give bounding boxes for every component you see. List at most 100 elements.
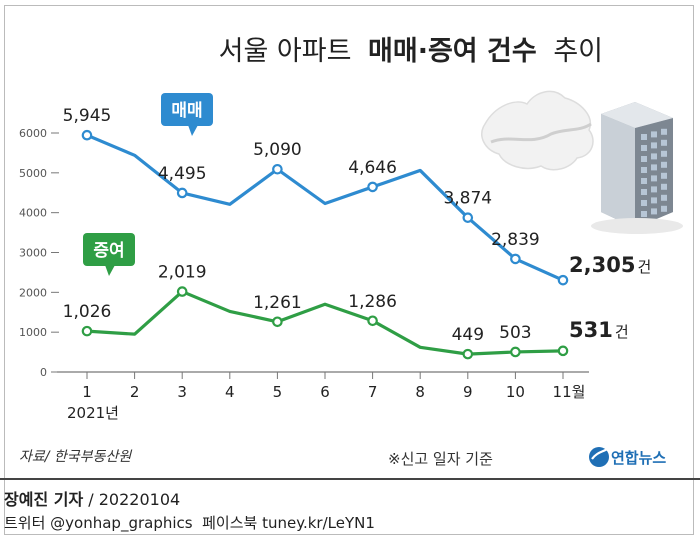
y-axis: 0 1000 2000 3000 4000 5000 6000: [19, 127, 59, 379]
series-layer: 5,945 4,495 5,090 4,646 3,874 2,839 2,305 건 1,02…: [63, 106, 651, 360]
data-label: 5,945: [63, 106, 112, 126]
building-window: [641, 211, 647, 217]
building-window: [651, 186, 657, 193]
legend-box-maemae: [161, 93, 213, 126]
y-tick-label: 4000: [19, 207, 47, 220]
data-point: [81, 325, 93, 337]
byline-divider: [0, 478, 700, 480]
y-tick-label: 2000: [19, 286, 47, 299]
x-tick-label: 8: [415, 383, 425, 401]
data-point: [557, 345, 569, 357]
x-tick-label: 3: [177, 383, 187, 401]
data-point: [176, 187, 188, 199]
building-window: [641, 189, 647, 195]
legend-callout-jeungyeo: 증여: [83, 233, 135, 276]
legend-pointer-maemae: [188, 125, 198, 136]
building-window: [661, 205, 667, 212]
source-text: 자료/ 한국부동산원: [19, 449, 132, 465]
building-window: [641, 178, 647, 184]
building-window: [661, 183, 667, 190]
data-label-unit: 건: [637, 258, 651, 276]
x-tick-label: 6: [320, 383, 330, 401]
data-label: 1,026: [63, 302, 112, 322]
data-point: [81, 129, 93, 141]
y-tick-label: 6000: [19, 127, 47, 140]
data-point: [510, 346, 521, 358]
social-links: 트위터 @yonhap_graphics 페이스북 tuney.kr/LeYN1: [4, 514, 375, 532]
building-window: [651, 153, 657, 160]
data-point: [272, 163, 283, 175]
data-point: [462, 348, 474, 360]
data-point: [557, 274, 569, 286]
data-label: 503: [499, 323, 531, 343]
legend-callout-maemae: 매매: [161, 93, 213, 136]
x-tick-label: 11월: [553, 383, 586, 401]
x-tick-label: 1: [82, 383, 92, 401]
x-tick-label: 9: [463, 383, 473, 401]
yonhap-logo-text: 연합뉴스: [611, 449, 666, 467]
building-window: [661, 139, 667, 146]
building-window: [651, 175, 657, 182]
data-label: 2,839: [491, 230, 540, 250]
x-axis: 1 2 3 4 5 6 7 8 9 10 11월: [82, 372, 585, 401]
building-window: [641, 145, 647, 151]
legend-label-jeungyeo: 증여: [93, 241, 124, 261]
y-tick-label: 5000: [19, 167, 47, 180]
data-point: [367, 181, 378, 193]
title-part-1: 서울 아파트: [219, 36, 352, 67]
title-part-2: 추이: [553, 36, 603, 67]
data-label: 4,646: [348, 158, 397, 178]
building-window: [641, 156, 647, 162]
data-label: 2,305 건: [569, 253, 651, 277]
legend-box-jeungyeo: [83, 233, 135, 266]
data-point: [272, 316, 283, 328]
x-tick-label: 4: [225, 383, 235, 401]
y-tick-label: 3000: [19, 247, 47, 260]
chart-title: 서울 아파트 매매·증여 건수 추이: [219, 36, 603, 67]
building-window: [661, 194, 667, 201]
building-window: [661, 161, 667, 168]
data-label: 2,019: [158, 263, 207, 283]
building-window: [651, 164, 657, 171]
building-window: [641, 134, 647, 140]
x-tick-label: 7: [368, 383, 378, 401]
legend-label-maemae: 매매: [171, 101, 202, 121]
data-label: 1,286: [348, 292, 397, 312]
apartment-building-icon: [591, 102, 683, 234]
byline-date: / 20220104: [83, 490, 181, 509]
data-point: [510, 253, 521, 265]
y-tick-label: 1000: [19, 326, 47, 339]
x-tick-label: 10: [506, 383, 525, 401]
data-point: [367, 315, 378, 327]
building-window: [651, 208, 657, 215]
building-window: [641, 167, 647, 173]
basis-note: ※신고 일자 기준: [388, 450, 493, 468]
data-point: [462, 212, 474, 223]
yonhap-logo-mark: [589, 447, 609, 467]
data-label: 449: [452, 325, 484, 345]
chart-svg: 서울 아파트 매매·증여 건수 추이 0 1000 2000 3000 4000 5000…: [19, 36, 683, 468]
byline: 장예진 기자 / 20220104: [4, 486, 180, 510]
building-window: [651, 197, 657, 204]
yonhap-logo: 연합뉴스: [589, 447, 666, 467]
series-line-0: [86, 133, 564, 282]
data-label: 1,261: [253, 293, 302, 313]
data-label: 3,874: [443, 189, 492, 209]
legend-pointer-jeungyeo: [105, 265, 115, 276]
building-window: [641, 200, 647, 206]
data-label-unit: 건: [615, 323, 629, 341]
building-window: [651, 131, 657, 138]
data-point: [176, 286, 188, 297]
data-label: 5,090: [253, 140, 302, 160]
building-window: [661, 172, 667, 179]
data-label: 531 건: [569, 318, 629, 342]
building-window: [661, 150, 667, 157]
title-part-bold: 매매·증여 건수: [368, 36, 537, 67]
series-line-1: [86, 289, 564, 356]
chart-frame: 서울 아파트 매매·증여 건수 추이 0 1000 2000 3000 4000 5000…: [4, 5, 694, 535]
x-axis-year-label: 2021년: [67, 404, 119, 422]
building-window: [661, 128, 667, 135]
x-tick-label: 5: [273, 383, 283, 401]
data-label: 4,495: [158, 164, 207, 184]
building-window: [651, 142, 657, 149]
